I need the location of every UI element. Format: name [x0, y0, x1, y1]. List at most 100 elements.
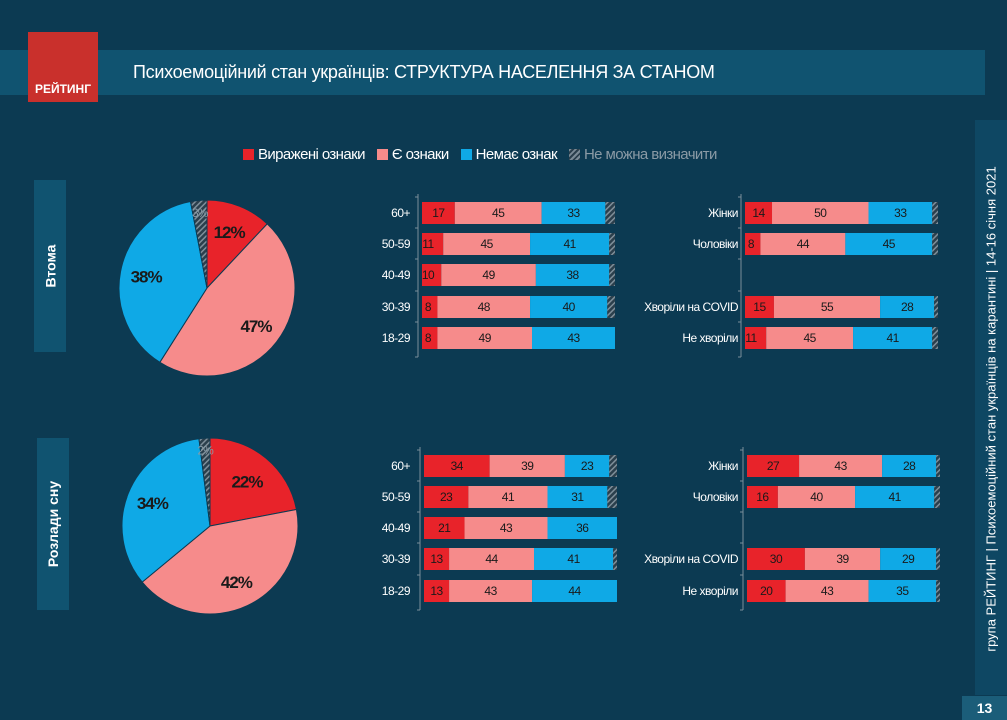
bar-value: 29 — [902, 552, 915, 566]
bar-segment — [422, 264, 442, 286]
bar-value: 8 — [748, 237, 755, 251]
bar-value: 16 — [756, 490, 769, 504]
bar-value: 31 — [571, 490, 584, 504]
bar-value: 23 — [581, 459, 594, 473]
bar-segment-undetermined — [932, 202, 938, 224]
pie-slice — [209, 437, 298, 527]
pie-slice — [141, 508, 299, 615]
bar-value: 8 — [425, 300, 432, 314]
bar-segment — [424, 517, 465, 539]
bar-value: 40 — [563, 300, 576, 314]
bar-value: 28 — [901, 300, 914, 314]
bar-value: 43 — [567, 331, 580, 345]
bar-segment — [564, 455, 610, 477]
row-label: 30-39 — [382, 300, 411, 314]
bar-segment-undetermined — [613, 548, 617, 570]
row-label: 40-49 — [382, 521, 411, 535]
bar-segment-undetermined — [932, 233, 938, 255]
bar-value: 45 — [492, 206, 505, 220]
bar-value: 13 — [430, 552, 443, 566]
row-label: 60+ — [391, 459, 410, 473]
bar-segment — [449, 580, 533, 602]
legend-item: Не можна визначити — [568, 146, 717, 163]
side-strip — [975, 120, 1007, 695]
bar-value: 49 — [479, 331, 492, 345]
bar-value: 38 — [566, 268, 579, 282]
row-label: Не хворіли — [682, 584, 738, 598]
legend-label: Не можна визначити — [583, 146, 717, 163]
bar-segment — [437, 296, 531, 318]
bar-segment — [530, 296, 608, 318]
bar-value: 41 — [886, 331, 899, 345]
row-label: 18-29 — [382, 331, 411, 345]
legend-item: Є ознаки — [376, 146, 449, 163]
legend: Виражені ознаки Є ознаки Немає ознак Не … — [243, 146, 717, 163]
bar-value: 13 — [430, 584, 443, 598]
pie-label: 34% — [137, 494, 169, 513]
row-label: 50-59 — [382, 237, 411, 251]
bar-segment-undetermined — [936, 548, 940, 570]
bar-segment — [747, 486, 778, 508]
bar-segment — [747, 548, 805, 570]
legend-item: Немає ознак — [460, 146, 558, 163]
bar-value: 41 — [563, 237, 576, 251]
bar-segment — [422, 296, 438, 318]
bar-segment — [766, 327, 854, 349]
bar-segment — [772, 202, 869, 224]
bar-segment — [747, 455, 800, 477]
bar-value: 21 — [438, 521, 451, 535]
bar-segment — [745, 327, 767, 349]
row-label: 50-59 — [382, 490, 411, 504]
page-title: Психоемоційний стан українців: СТРУКТУРА… — [133, 62, 715, 82]
bar-segment — [882, 455, 937, 477]
bar-value: 39 — [521, 459, 534, 473]
bar-segment-undetermined — [607, 486, 617, 508]
bar-value: 34 — [451, 459, 464, 473]
bar-segment — [534, 548, 614, 570]
bar-value: 10 — [422, 268, 435, 282]
bar-segment — [532, 580, 617, 602]
bar-segment — [745, 233, 761, 255]
bar-segment — [868, 202, 933, 224]
bar-value: 15 — [753, 300, 766, 314]
bar-segment — [489, 455, 565, 477]
pie-label: 2% — [197, 444, 214, 458]
bar-value: 43 — [821, 584, 834, 598]
bar-value: 23 — [440, 490, 453, 504]
bar-segment — [745, 296, 774, 318]
legend-label: Виражені ознаки — [258, 146, 365, 163]
bar-segment — [785, 580, 869, 602]
bar-value: 39 — [836, 552, 849, 566]
header-band — [0, 50, 985, 95]
legend-swatch — [376, 149, 388, 160]
row-label: Хворіли на COVID — [644, 300, 739, 314]
bar-value: 43 — [834, 459, 847, 473]
bar-segment — [868, 580, 937, 602]
bar-segment — [449, 548, 535, 570]
bar-value: 14 — [752, 206, 765, 220]
bar-segment — [535, 264, 610, 286]
section-label-sleep: Розлади сну — [37, 438, 69, 610]
pie-slice — [159, 223, 296, 377]
bar-value: 30 — [770, 552, 783, 566]
bar-segment-undetermined — [932, 327, 938, 349]
bar-segment — [773, 296, 881, 318]
row-label: 60+ — [391, 206, 410, 220]
bar-value: 49 — [482, 268, 495, 282]
bar-segment-undetermined — [609, 264, 615, 286]
row-label: Жінки — [708, 206, 738, 220]
bar-value: 11 — [422, 237, 434, 251]
bar-segment — [443, 233, 531, 255]
legend-item: Виражені ознаки — [243, 146, 365, 163]
bar-value: 45 — [480, 237, 493, 251]
pie-label: 3% — [192, 206, 209, 220]
row-label: 30-39 — [382, 552, 411, 566]
pie-slice — [198, 437, 211, 527]
pie-label: 42% — [221, 573, 253, 592]
bar-segment — [424, 580, 450, 602]
bar-value: 41 — [567, 552, 580, 566]
bar-segment-undetermined — [934, 296, 938, 318]
bar-value: 44 — [568, 584, 581, 598]
legend-swatch — [460, 149, 472, 160]
